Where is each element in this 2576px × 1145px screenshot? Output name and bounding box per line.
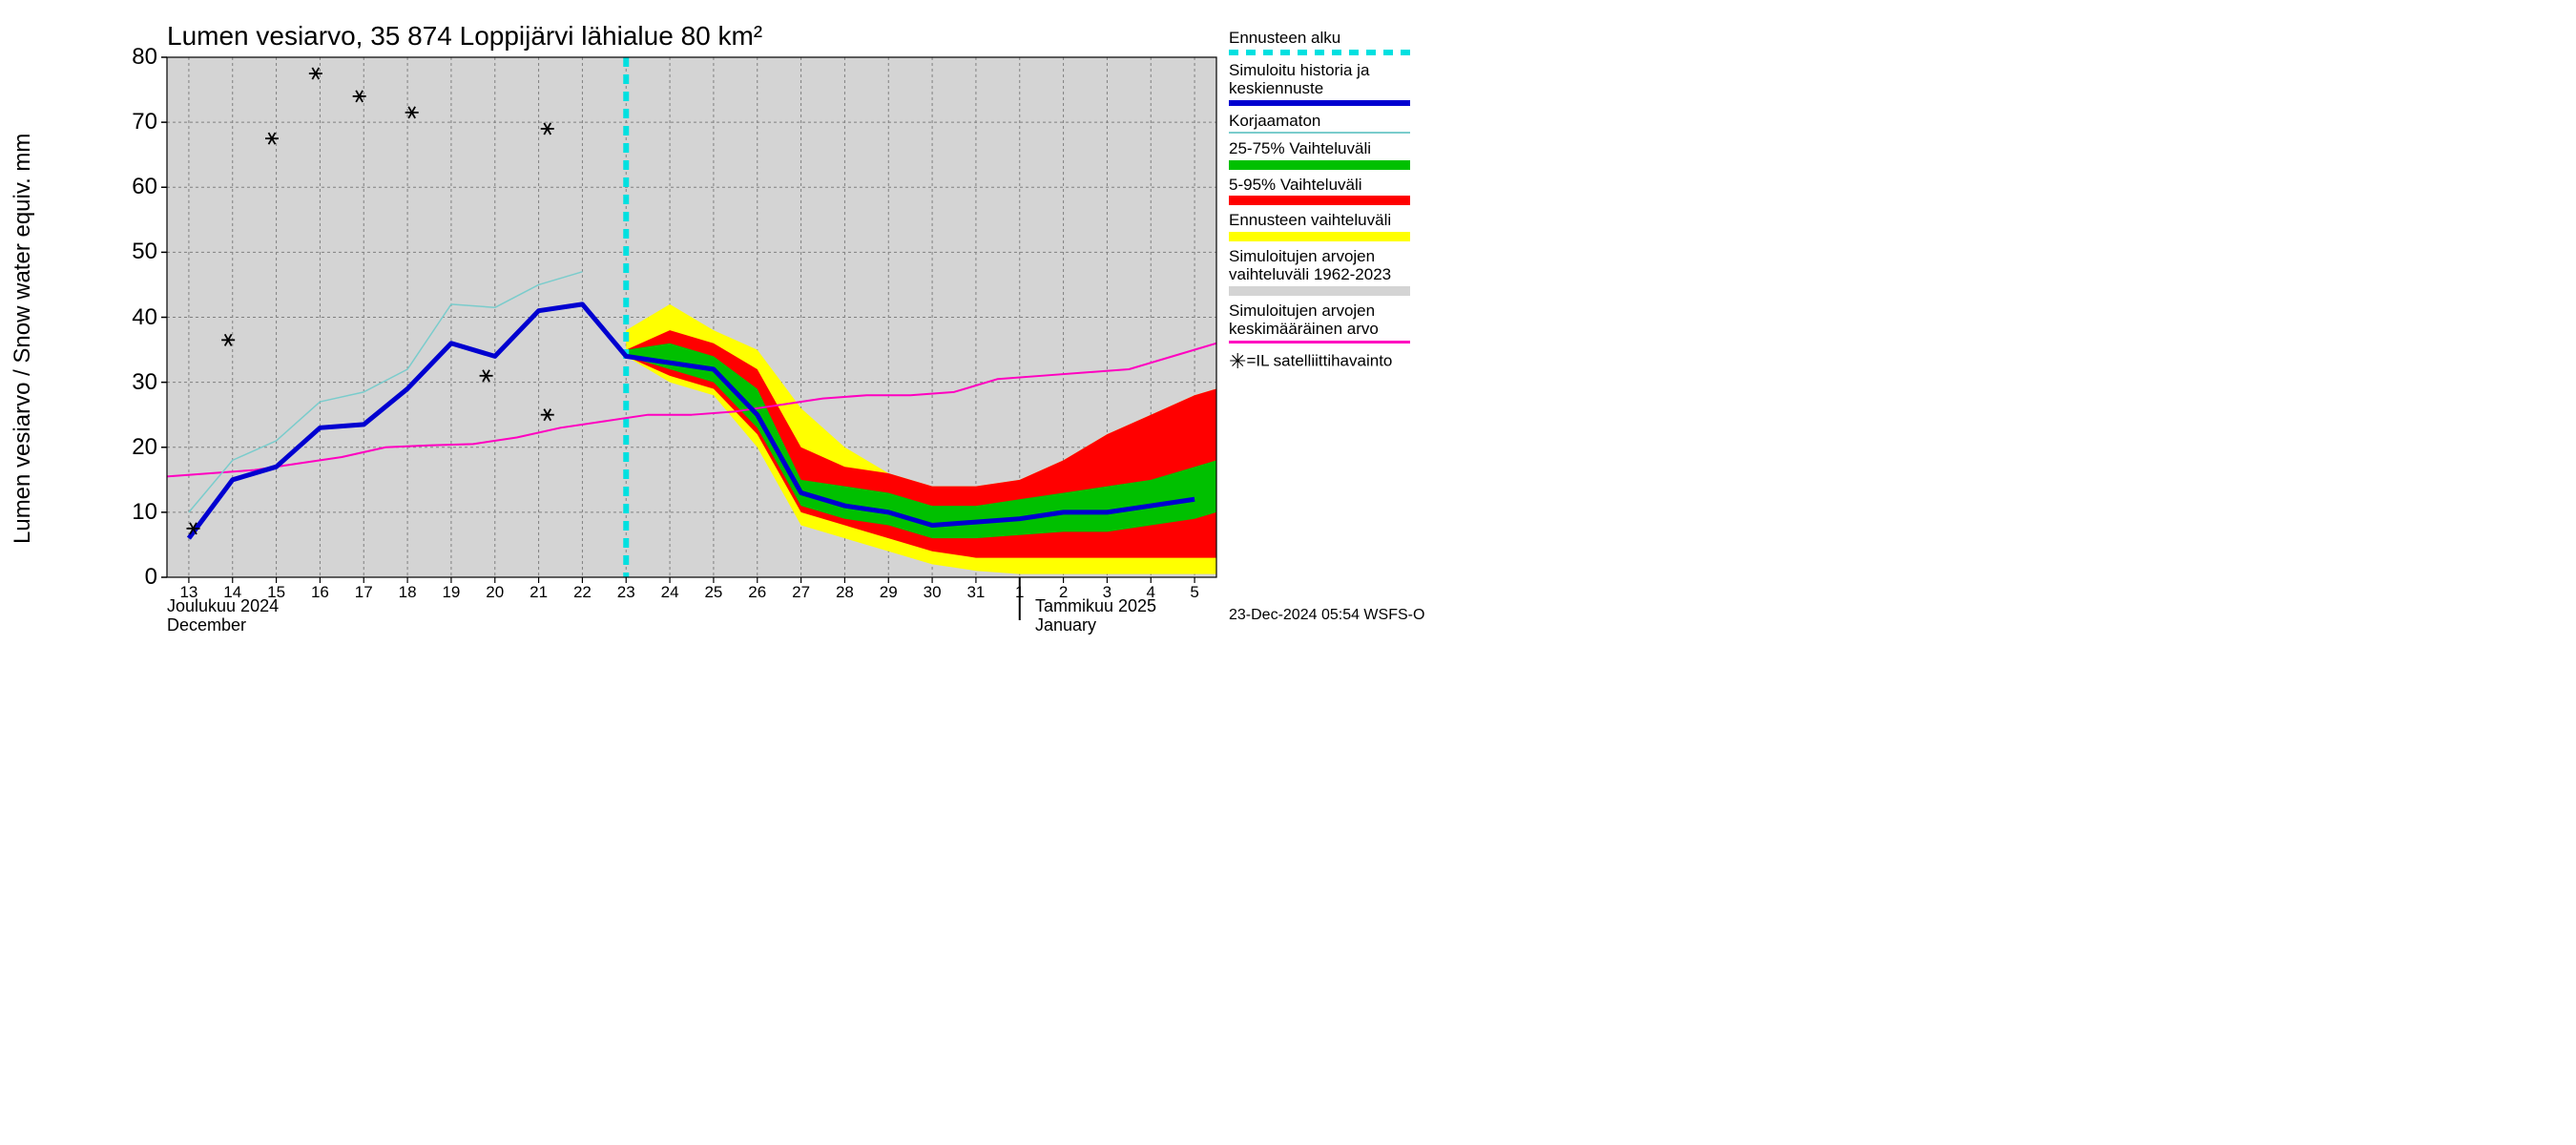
legend-label: Simuloitu historia ja keskiennuste (1229, 61, 1439, 98)
legend-label: Ennusteen alku (1229, 29, 1439, 48)
x-tick-label: 19 (437, 583, 466, 602)
x-tick-label: 16 (305, 583, 334, 602)
x-tick-label: 30 (918, 583, 946, 602)
chart-title: Lumen vesiarvo, 35 874 Loppijärvi lähial… (167, 21, 762, 52)
chart-container: Lumen vesiarvo, 35 874 Loppijärvi lähial… (0, 0, 1450, 644)
legend-item: Simuloitujen arvojen vaihteluväli 1962-2… (1229, 247, 1439, 296)
legend-satellite: ✳=IL satelliittihavainto (1229, 349, 1439, 374)
legend-item: Ennusteen vaihteluväli (1229, 211, 1439, 241)
x-tick-label: 25 (699, 583, 728, 602)
x-tick-label: 31 (962, 583, 990, 602)
x-tick-label: 28 (830, 583, 859, 602)
y-tick-label: 50 (119, 239, 157, 265)
y-axis-label: Lumen vesiarvo / Snow water equiv. mm (10, 134, 36, 544)
legend-item: 25-75% Vaihteluväli (1229, 139, 1439, 170)
footer-timestamp: 23-Dec-2024 05:54 WSFS-O (1229, 607, 1424, 624)
x-tick-label: 1 (1006, 583, 1034, 602)
x-tick-label: 18 (393, 583, 422, 602)
y-tick-label: 70 (119, 109, 157, 135)
legend-swatch (1229, 232, 1410, 241)
y-tick-label: 40 (119, 304, 157, 331)
x-tick-label: 23 (612, 583, 640, 602)
y-tick-label: 0 (119, 564, 157, 591)
legend-swatch (1229, 160, 1410, 170)
legend: Ennusteen alku Simuloitu historia ja kesk… (1229, 29, 1439, 374)
y-tick-label: 60 (119, 174, 157, 200)
legend-item: 5-95% Vaihteluväli (1229, 176, 1439, 206)
legend-swatch (1229, 132, 1410, 134)
x-tick-label: 21 (525, 583, 553, 602)
legend-swatch (1229, 341, 1410, 344)
month-2-fi: Tammikuu 2025 (1035, 596, 1156, 616)
x-tick-label: 29 (874, 583, 903, 602)
legend-item: Korjaamaton (1229, 112, 1439, 135)
month-1-en: December (167, 615, 246, 635)
legend-label: 5-95% Vaihteluväli (1229, 176, 1439, 195)
x-tick-label: 22 (568, 583, 596, 602)
month-1-fi: Joulukuu 2024 (167, 596, 279, 616)
legend-swatch (1229, 286, 1410, 296)
x-tick-label: 27 (787, 583, 816, 602)
legend-label: Simuloitujen arvojen keskimääräinen arvo (1229, 302, 1439, 339)
y-tick-label: 20 (119, 434, 157, 461)
legend-label: 25-75% Vaihteluväli (1229, 139, 1439, 158)
legend-item: Simuloitu historia ja keskiennuste (1229, 61, 1439, 106)
x-tick-label: 24 (655, 583, 684, 602)
y-tick-label: 30 (119, 369, 157, 396)
x-tick-label: 20 (481, 583, 509, 602)
x-tick-label: 17 (349, 583, 378, 602)
legend-label: Simuloitujen arvojen vaihteluväli 1962-2… (1229, 247, 1439, 284)
legend-swatch (1229, 100, 1410, 106)
y-tick-label: 10 (119, 499, 157, 526)
legend-item: Simuloitujen arvojen keskimääräinen arvo (1229, 302, 1439, 344)
x-tick-label: 26 (743, 583, 772, 602)
legend-swatch (1229, 196, 1410, 205)
legend-swatch (1229, 50, 1410, 55)
legend-item: Ennusteen alku (1229, 29, 1439, 55)
legend-label: Ennusteen vaihteluväli (1229, 211, 1439, 230)
x-tick-label: 5 (1180, 583, 1209, 602)
legend-label: Korjaamaton (1229, 112, 1439, 131)
month-2-en: January (1035, 615, 1096, 635)
y-tick-label: 80 (119, 44, 157, 71)
